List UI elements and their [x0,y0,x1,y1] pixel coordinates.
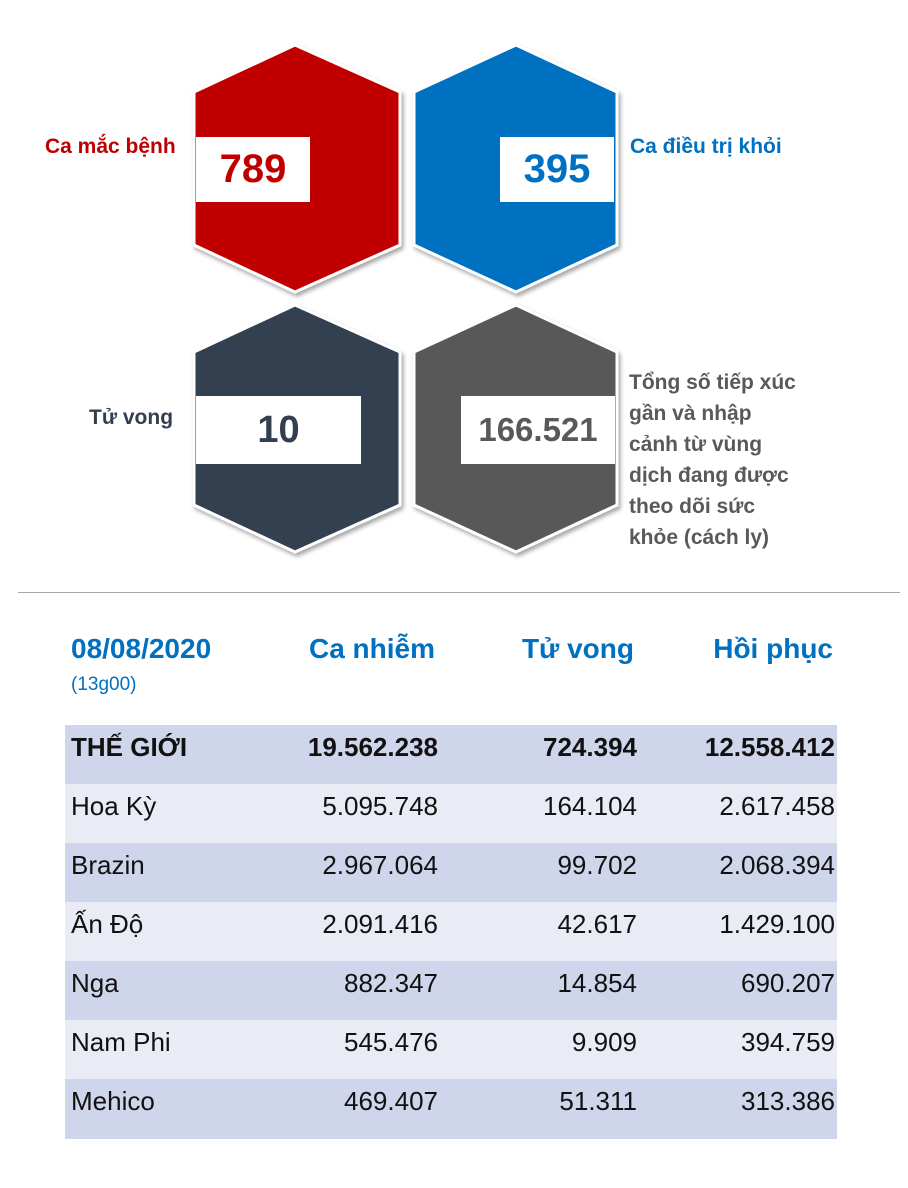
country-name: Nga [71,968,119,998]
table-date: 08/08/2020 [71,633,212,664]
recovered-cell: 313.386 [741,1086,835,1116]
recovered-cell: 2.617.458 [719,791,835,821]
monitored-label-line: cảnh từ vùng [629,433,763,456]
deaths-label: Tử vong [89,406,174,429]
recovered-cell: 12.558.412 [704,732,835,762]
deaths-cell: 164.104 [543,791,637,821]
deaths-value-box: 10 [196,396,361,464]
section-divider [18,592,900,593]
monitored-value-box: 166.521 [461,396,615,464]
table-row: THẾ GIỚI 19.562.238 724.394 12.558.412 [65,725,837,784]
monitored-value: 166.521 [478,411,598,448]
deaths-cell: 9.909 [571,1027,637,1057]
monitored-label: Tổng số tiếp xúc gần và nhập cảnh từ vùn… [629,367,796,553]
cases-cell: 882.347 [344,968,438,998]
table-row: Nga 882.347 14.854 690.207 [65,961,837,1020]
table-row: Ấn Độ 2.091.416 42.617 1.429.100 [65,902,837,961]
deaths-value: 10 [257,408,300,451]
table-row: Hoa Kỳ 5.095.748 164.104 2.617.458 [65,784,837,843]
country-name: Brazin [71,850,145,880]
cases-cell: 2.967.064 [322,850,438,880]
cases-label: Ca mắc bệnh [45,135,176,158]
table-row: Nam Phi 545.476 9.909 394.759 [65,1020,837,1079]
country-name: Hoa Kỳ [71,791,157,821]
deaths-cell: 14.854 [557,968,637,998]
monitored-label-line: theo dõi sức [629,495,756,518]
world-stats-table: THẾ GIỚI 19.562.238 724.394 12.558.412 H… [65,725,837,1139]
country-name: THẾ GIỚI [71,732,188,762]
country-name: Ấn Độ [71,909,144,939]
country-name: Nam Phi [71,1027,171,1057]
cases-value: 789 [219,147,287,191]
header-recovered: Hồi phục [713,633,833,664]
table-row: Mehico 469.407 51.311 313.386 [65,1079,837,1139]
monitored-label-line: Tổng số tiếp xúc [629,371,796,394]
deaths-cell: 99.702 [557,850,637,880]
cases-value-box: 789 [196,137,310,202]
monitored-label-line: gần và nhập [629,402,752,425]
monitored-label-line: khỏe (cách ly) [629,526,770,549]
recovered-value-box: 395 [500,137,614,202]
recovered-value: 395 [523,147,591,191]
deaths-cell: 42.617 [557,909,637,939]
recovered-cell: 2.068.394 [719,850,835,880]
cases-cell: 2.091.416 [322,909,438,939]
deaths-cell: 51.311 [559,1086,637,1116]
cases-cell: 469.407 [344,1086,438,1116]
table-row: Brazin 2.967.064 99.702 2.068.394 [65,843,837,902]
recovered-label: Ca điều trị khỏi [630,135,782,158]
recovered-cell: 394.759 [741,1027,835,1057]
monitored-label-line: dịch đang được [629,464,789,487]
cases-cell: 19.562.238 [307,732,438,762]
table-time: (13g00) [71,674,137,695]
deaths-cell: 724.394 [543,732,637,762]
recovered-cell: 1.429.100 [719,909,835,939]
recovered-cell: 690.207 [741,968,835,998]
cases-cell: 5.095.748 [322,791,438,821]
cases-cell: 545.476 [344,1027,438,1057]
header-cases: Ca nhiễm [308,633,435,664]
header-deaths: Tử vong [521,633,634,664]
country-name: Mehico [71,1086,155,1116]
